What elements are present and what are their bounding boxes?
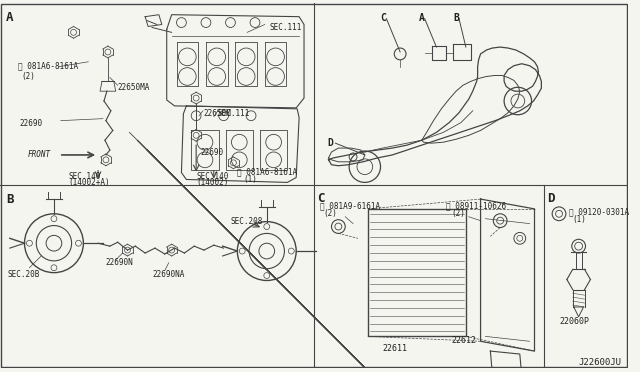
Text: C: C	[317, 192, 324, 205]
Text: SEC.140: SEC.140	[68, 171, 101, 181]
Text: (1): (1)	[243, 174, 257, 183]
Text: SEC.208: SEC.208	[230, 217, 263, 226]
Text: Ⓝ 08911-10626: Ⓝ 08911-10626	[446, 201, 506, 210]
Text: (2): (2)	[22, 71, 35, 81]
Text: Ⓑ 081A6-8161A: Ⓑ 081A6-8161A	[18, 62, 78, 71]
Text: B: B	[453, 13, 459, 23]
Text: (2): (2)	[324, 209, 337, 218]
Text: A: A	[419, 13, 425, 23]
Text: (14002): (14002)	[196, 179, 228, 187]
Text: 22650MA: 22650MA	[118, 83, 150, 92]
Text: (1): (1)	[573, 215, 587, 224]
Text: 22611: 22611	[383, 344, 408, 353]
Text: (2): (2)	[451, 209, 465, 218]
Text: Ⓑ 081A6-8161A: Ⓑ 081A6-8161A	[237, 168, 298, 177]
Text: J22600JU: J22600JU	[579, 358, 621, 367]
Text: A: A	[6, 11, 13, 24]
Text: 22690: 22690	[20, 119, 43, 128]
Text: SEC.20B: SEC.20B	[8, 270, 40, 279]
Text: FRONT: FRONT	[28, 150, 51, 159]
Text: (14002+A): (14002+A)	[68, 179, 110, 187]
Text: 22690NA: 22690NA	[152, 270, 184, 279]
Text: D: D	[328, 138, 333, 148]
Text: 22612: 22612	[451, 336, 476, 345]
Text: C: C	[381, 13, 387, 23]
Text: 22650M: 22650M	[203, 109, 231, 118]
Text: SEC.111: SEC.111	[218, 109, 250, 118]
Text: Ⓑ 081A9-6161A: Ⓑ 081A9-6161A	[320, 201, 380, 210]
Text: SEC.111: SEC.111	[269, 23, 302, 32]
Text: D: D	[547, 192, 555, 205]
Text: SEC.140: SEC.140	[196, 171, 228, 181]
Text: B: B	[6, 193, 13, 206]
Text: 22060P: 22060P	[559, 317, 589, 326]
Text: 22690N: 22690N	[106, 258, 134, 267]
Text: 22690: 22690	[200, 148, 223, 157]
Bar	[368, 209, 466, 336]
Text: Ⓑ 09120-0301A: Ⓑ 09120-0301A	[569, 207, 629, 216]
